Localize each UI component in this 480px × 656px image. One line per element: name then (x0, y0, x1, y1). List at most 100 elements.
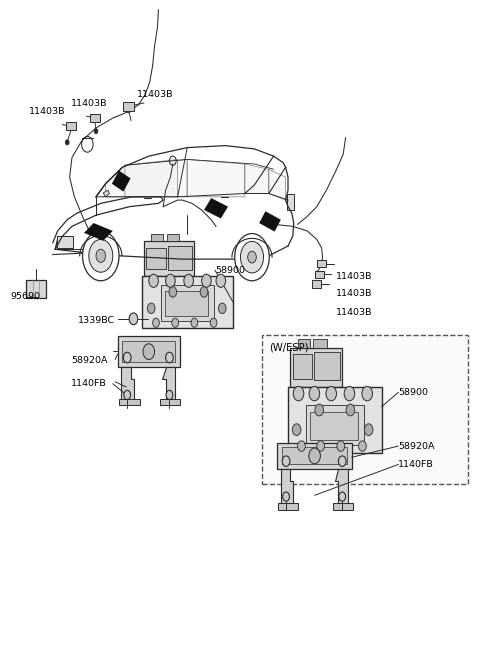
Polygon shape (125, 159, 178, 197)
Circle shape (202, 274, 211, 287)
Polygon shape (269, 169, 286, 200)
Circle shape (153, 318, 159, 327)
Bar (262, 335, 468, 484)
Bar (314, 352, 340, 380)
Text: 95690: 95690 (11, 292, 40, 301)
Bar (122, 341, 175, 362)
Circle shape (282, 456, 290, 466)
Circle shape (65, 140, 69, 145)
Circle shape (337, 441, 345, 451)
Bar (278, 503, 298, 510)
Circle shape (344, 386, 355, 401)
Text: (W/ESP): (W/ESP) (269, 342, 308, 353)
Bar (90, 114, 100, 122)
Circle shape (83, 231, 119, 281)
Text: 11403B: 11403B (336, 272, 372, 281)
Bar (118, 336, 180, 367)
Bar (142, 276, 233, 328)
Circle shape (235, 234, 269, 281)
Circle shape (339, 492, 346, 501)
Circle shape (338, 456, 346, 466)
Circle shape (248, 251, 256, 263)
Bar (290, 348, 342, 387)
Bar (317, 260, 326, 268)
Text: 58900: 58900 (398, 388, 428, 397)
Polygon shape (106, 159, 187, 197)
Polygon shape (103, 190, 109, 197)
Bar (161, 285, 214, 321)
Text: 1140FB: 1140FB (71, 379, 107, 388)
Polygon shape (259, 211, 281, 232)
Text: 1339BC: 1339BC (78, 316, 115, 325)
Text: 11403B: 11403B (71, 99, 108, 108)
Bar (57, 236, 73, 248)
Text: 11403B: 11403B (29, 107, 65, 116)
Circle shape (326, 386, 336, 401)
Circle shape (166, 390, 173, 400)
Polygon shape (204, 198, 228, 218)
Circle shape (200, 287, 208, 297)
Bar (26, 280, 46, 298)
Circle shape (309, 448, 321, 464)
Bar (298, 339, 310, 348)
Polygon shape (112, 171, 131, 192)
Circle shape (293, 386, 304, 401)
Circle shape (96, 249, 106, 262)
Circle shape (191, 318, 198, 327)
Circle shape (123, 352, 131, 363)
Circle shape (172, 318, 179, 327)
Circle shape (298, 441, 305, 451)
Circle shape (216, 274, 226, 287)
Circle shape (362, 386, 372, 401)
Circle shape (346, 404, 355, 416)
Circle shape (218, 303, 226, 314)
Circle shape (143, 344, 155, 359)
Text: 11403B: 11403B (336, 289, 372, 298)
Circle shape (129, 313, 138, 325)
Bar (313, 339, 327, 348)
Bar (293, 354, 312, 379)
Bar (315, 270, 324, 278)
Bar (146, 249, 167, 269)
Circle shape (149, 274, 158, 287)
Text: 11403B: 11403B (137, 90, 173, 99)
Circle shape (315, 404, 324, 416)
Bar (123, 102, 134, 110)
Text: 58920A: 58920A (398, 441, 435, 451)
Bar (312, 281, 321, 287)
Polygon shape (121, 367, 134, 403)
Bar (165, 291, 208, 316)
Circle shape (89, 239, 113, 272)
Polygon shape (281, 469, 293, 507)
Polygon shape (335, 469, 348, 507)
Text: 58920A: 58920A (71, 356, 108, 365)
Text: 58900: 58900 (215, 266, 245, 275)
Bar (167, 234, 179, 241)
Bar (66, 121, 76, 130)
Circle shape (283, 492, 289, 501)
Circle shape (359, 441, 366, 451)
Bar (282, 447, 347, 464)
Circle shape (124, 390, 131, 400)
Bar (151, 234, 163, 241)
Bar (333, 503, 353, 510)
Circle shape (292, 424, 301, 436)
Circle shape (184, 274, 193, 287)
Circle shape (309, 386, 320, 401)
Polygon shape (84, 223, 113, 241)
Bar (168, 247, 192, 270)
Bar (310, 412, 358, 440)
Circle shape (364, 424, 373, 436)
Bar (277, 443, 352, 469)
Circle shape (147, 303, 155, 314)
Text: 11403B: 11403B (336, 308, 372, 317)
Text: 1140FB: 1140FB (398, 460, 434, 469)
Polygon shape (162, 367, 175, 403)
Circle shape (166, 352, 173, 363)
Circle shape (210, 318, 217, 327)
Bar (160, 399, 180, 405)
Bar (144, 241, 194, 276)
Bar (288, 387, 382, 453)
Polygon shape (245, 164, 269, 194)
Circle shape (127, 108, 131, 113)
